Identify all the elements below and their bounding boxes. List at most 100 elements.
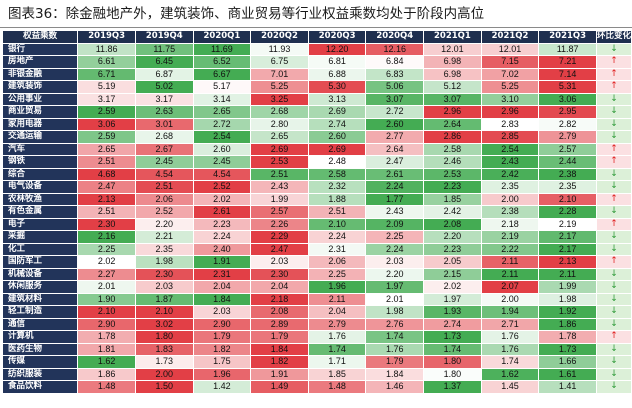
value-cell: 2.31 — [192, 267, 252, 281]
value-cell: 2.06 — [307, 255, 367, 269]
value-cell: 2.69 — [307, 142, 367, 156]
value-cell: 2.40 — [192, 242, 252, 256]
value-cell: 2.17 — [538, 230, 597, 244]
value-cell: 6.75 — [250, 55, 309, 69]
industry-name: 有色金属 — [1, 205, 79, 219]
value-cell: 12.01 — [480, 42, 540, 56]
arrow-down-icon: ↓ — [595, 167, 632, 181]
value-cell: 5.06 — [365, 80, 425, 94]
value-cell: 2.16 — [77, 230, 136, 244]
value-cell: 2.10 — [134, 305, 194, 319]
value-cell: 6.81 — [307, 55, 367, 69]
arrow-down-icon: ↓ — [595, 242, 632, 256]
arrow-down-icon: ↓ — [595, 230, 632, 244]
value-cell: 1.42 — [192, 380, 252, 394]
table-row: 纺织服装 1.86 2.00 1.96 1.91 1.85 1.84 1.80 1.62 1.61… — [1, 367, 632, 381]
value-cell: 2.51 — [250, 167, 309, 181]
value-cell: 2.13 — [77, 192, 136, 206]
value-cell: 3.06 — [77, 117, 136, 131]
value-cell: 1.99 — [250, 192, 309, 206]
value-cell: 2.01 — [365, 292, 425, 306]
value-cell: 1.74 — [423, 342, 482, 356]
industry-name: 交通运输 — [1, 130, 79, 144]
value-cell: 2.96 — [480, 105, 540, 119]
value-cell: 2.23 — [192, 217, 252, 231]
value-cell: 1.91 — [250, 367, 309, 381]
value-cell: 1.49 — [250, 380, 309, 394]
value-cell: 2.11 — [538, 267, 597, 281]
value-cell: 1.74 — [307, 342, 367, 356]
value-cell: 2.51 — [307, 205, 367, 219]
value-cell: 7.14 — [538, 67, 597, 81]
value-cell: 1.79 — [250, 330, 309, 344]
value-cell: 1.97 — [423, 292, 482, 306]
value-cell: 1.93 — [423, 305, 482, 319]
arrow-up-icon: ↑ — [595, 255, 632, 269]
header-quarter: 2020Q2 — [250, 30, 309, 44]
value-cell: 1.77 — [365, 192, 425, 206]
value-cell: 2.68 — [250, 105, 309, 119]
industry-name: 计算机 — [1, 330, 79, 344]
value-cell: 1.90 — [77, 292, 136, 306]
value-cell: 1.79 — [192, 330, 252, 344]
value-cell: 2.76 — [365, 317, 425, 331]
value-cell: 2.77 — [365, 130, 425, 144]
table-row: 食品饮料 1.48 1.50 1.42 1.49 1.48 1.46 1.37 1.45 1.41… — [1, 380, 632, 394]
value-cell: 1.73 — [538, 342, 597, 356]
industry-name: 电子 — [1, 217, 79, 231]
value-cell: 6.98 — [423, 67, 482, 81]
value-cell: 2.65 — [192, 105, 252, 119]
table-row: 化工 2.25 2.35 2.40 2.47 2.31 2.24 2.23 2.22 2.17 ↓ — [1, 242, 632, 256]
header-quarter: 2020Q4 — [365, 30, 425, 44]
table-row: 非银金融 6.71 6.87 6.67 7.01 6.88 6.83 6.98 7.02 7.14… — [1, 67, 632, 81]
value-cell: 2.61 — [365, 167, 425, 181]
header-quarter: 2021Q1 — [423, 30, 482, 44]
value-cell: 1.75 — [192, 355, 252, 369]
value-cell: 3.10 — [480, 92, 540, 106]
value-cell: 2.43 — [365, 205, 425, 219]
arrow-up-icon: ↑ — [595, 217, 632, 231]
value-cell: 5.25 — [480, 80, 540, 94]
value-cell: 2.08 — [423, 217, 482, 231]
industry-name: 国防军工 — [1, 255, 79, 269]
value-cell: 2.02 — [77, 255, 136, 269]
table-row: 电气设备 2.47 2.51 2.52 2.43 2.32 2.24 2.23 2.35 2.35… — [1, 180, 632, 194]
value-cell: 5.19 — [77, 80, 136, 94]
value-cell: 1.84 — [250, 342, 309, 356]
value-cell: 2.52 — [134, 205, 194, 219]
value-cell: 2.74 — [423, 317, 482, 331]
value-cell: 2.21 — [134, 230, 194, 244]
value-cell: 1.82 — [192, 342, 252, 356]
industry-name: 纺织服装 — [1, 367, 79, 381]
value-cell: 2.22 — [480, 242, 540, 256]
header-quarter: 2019Q3 — [77, 30, 136, 44]
value-cell: 6.84 — [365, 55, 425, 69]
value-cell: 2.03 — [365, 255, 425, 269]
value-cell: 11.87 — [538, 42, 597, 56]
value-cell: 3.06 — [538, 92, 597, 106]
value-cell: 1.91 — [192, 255, 252, 269]
value-cell: 3.17 — [77, 92, 136, 106]
value-cell: 1.46 — [365, 380, 425, 394]
value-cell: 5.12 — [423, 80, 482, 94]
arrow-down-icon: ↓ — [595, 130, 632, 144]
arrow-up-icon: ↑ — [595, 80, 632, 94]
value-cell: 2.69 — [250, 142, 309, 156]
value-cell: 2.24 — [365, 242, 425, 256]
value-cell: 1.73 — [134, 355, 194, 369]
value-cell: 2.43 — [250, 180, 309, 194]
industry-name: 钢铁 — [1, 155, 79, 169]
value-cell: 1.73 — [423, 330, 482, 344]
arrow-down-icon: ↓ — [595, 317, 632, 331]
value-cell: 2.23 — [423, 242, 482, 256]
value-cell: 6.83 — [365, 67, 425, 81]
value-cell: 2.65 — [250, 130, 309, 144]
value-cell: 2.04 — [307, 305, 367, 319]
value-cell: 2.20 — [365, 267, 425, 281]
value-cell: 2.11 — [480, 255, 540, 269]
arrow-down-icon: ↓ — [595, 280, 632, 294]
value-cell: 1.37 — [423, 380, 482, 394]
value-cell: 2.05 — [423, 255, 482, 269]
value-cell: 2.52 — [192, 180, 252, 194]
table-row: 传媒 1.62 1.73 1.75 1.82 1.71 1.79 1.80 1.74 1.66 ↓ — [1, 355, 632, 369]
